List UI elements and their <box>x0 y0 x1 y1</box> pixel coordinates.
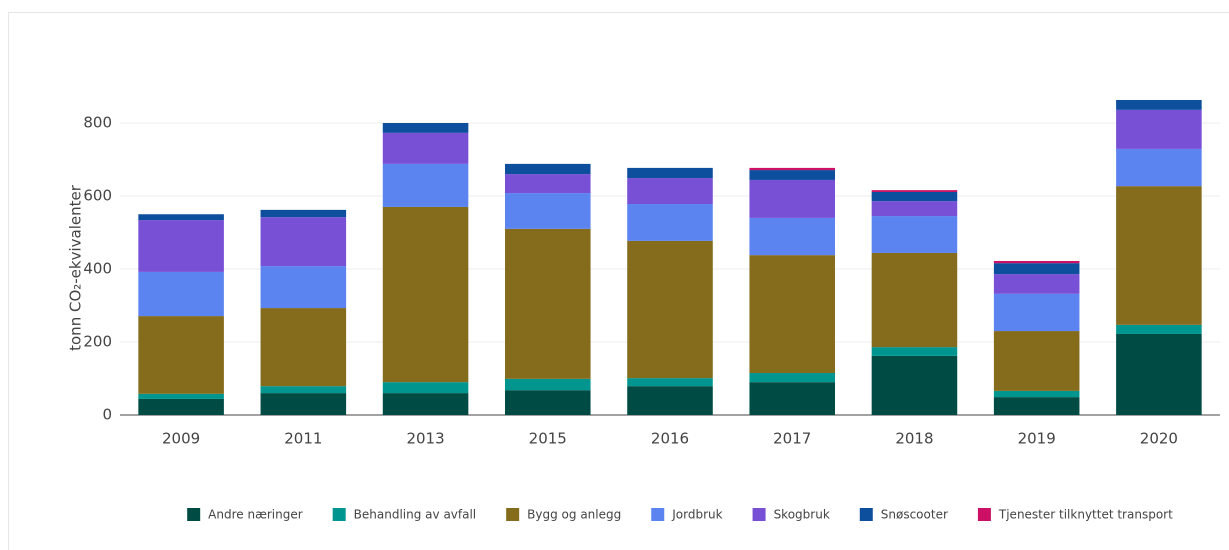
bar-segment <box>505 378 591 391</box>
x-tick-label: 2013 <box>406 430 444 448</box>
bar-segment <box>627 386 713 415</box>
bar-segment <box>871 347 958 356</box>
legend-swatch <box>977 508 991 521</box>
legend-label: Andre næringer <box>208 508 303 522</box>
bar-segment <box>260 393 347 415</box>
x-tick-label: 2018 <box>895 430 933 448</box>
bar-segment <box>505 390 591 415</box>
bar-segment <box>749 179 835 218</box>
y-tick-label: 200 <box>83 333 112 351</box>
legend-swatch <box>752 508 766 521</box>
legend-swatch <box>187 508 201 521</box>
bar-segment <box>260 308 347 387</box>
bar-segment <box>138 316 224 394</box>
bar-segment <box>993 274 1080 294</box>
x-tick-label: 2019 <box>1018 430 1056 448</box>
bar-segment <box>993 331 1080 391</box>
x-tick-label: 2017 <box>773 430 811 448</box>
bar-segment <box>382 123 469 133</box>
bar-segment <box>1116 109 1202 149</box>
x-tick-label: 2011 <box>284 430 322 448</box>
legend-swatch <box>332 508 346 521</box>
x-tick-label: 2009 <box>162 430 200 448</box>
y-axis-label: tonn CO₂-ekvivalenter <box>67 184 85 351</box>
bar-segment <box>138 214 224 221</box>
bar-segment <box>871 201 958 217</box>
frame <box>8 12 1229 550</box>
bar-segment <box>382 206 469 383</box>
legend-label: Bygg og anlegg <box>527 508 621 522</box>
bar-segment <box>1116 186 1202 325</box>
bar-segment <box>627 240 713 379</box>
bar-segment <box>871 252 958 348</box>
bar-segment <box>871 355 958 415</box>
bar-segment <box>871 216 958 253</box>
bar-segment <box>1116 333 1202 415</box>
legend-label: Tjenester tilknyttet transport <box>998 508 1173 522</box>
bar-segment <box>627 178 713 205</box>
bar-segment <box>260 386 347 394</box>
bar-segment <box>138 271 224 317</box>
bar-segment <box>993 263 1080 275</box>
legend-swatch <box>859 508 873 521</box>
bar-segment <box>260 209 347 218</box>
bar-segment <box>993 293 1080 332</box>
legend-swatch <box>651 508 665 521</box>
bar-segment <box>138 220 224 272</box>
bar-segment <box>749 170 835 180</box>
bar-segment <box>627 204 713 241</box>
bar-segment <box>505 174 591 194</box>
legend-label: Behandling av avfall <box>354 508 476 522</box>
bar-segment <box>260 266 347 309</box>
bar-segment <box>627 167 713 179</box>
bar-segment <box>871 190 958 192</box>
x-tick-label: 2020 <box>1140 430 1178 448</box>
bar-segment <box>1116 148 1202 187</box>
y-tick-label: 400 <box>83 260 112 278</box>
bar-segment <box>1116 324 1202 334</box>
bar-segment <box>749 373 835 383</box>
bar-segment <box>993 397 1080 415</box>
bar-segment <box>505 228 591 379</box>
legend-swatch <box>506 508 520 521</box>
x-tick-label: 2015 <box>529 430 567 448</box>
bar-segment <box>1116 100 1202 110</box>
bar-segment <box>260 217 347 267</box>
legend-label: Skogbruk <box>774 508 830 522</box>
bar-segment <box>993 260 1080 264</box>
bar-segment <box>627 378 713 387</box>
bar-segment <box>138 398 224 415</box>
bar-segment <box>871 191 958 202</box>
bar-segment <box>749 167 835 171</box>
bar-segment <box>749 382 835 415</box>
legend-label: Snøscooter <box>881 508 948 522</box>
bar-segment <box>749 217 835 256</box>
x-tick-label: 2016 <box>651 430 689 448</box>
bar-segment <box>993 390 1080 398</box>
bar-segment <box>382 382 469 394</box>
bar-segment <box>382 132 469 164</box>
bar-segment <box>382 163 469 207</box>
legend-label: Jordbruk <box>671 508 722 522</box>
y-tick-label: 800 <box>83 114 112 132</box>
bar-segment <box>382 393 469 415</box>
bar-segment <box>505 163 591 175</box>
bar-segment <box>749 255 835 374</box>
bar-segment <box>138 393 224 399</box>
y-tick-label: 0 <box>102 406 112 424</box>
bar-segment <box>505 193 591 229</box>
y-tick-label: 600 <box>83 187 112 205</box>
